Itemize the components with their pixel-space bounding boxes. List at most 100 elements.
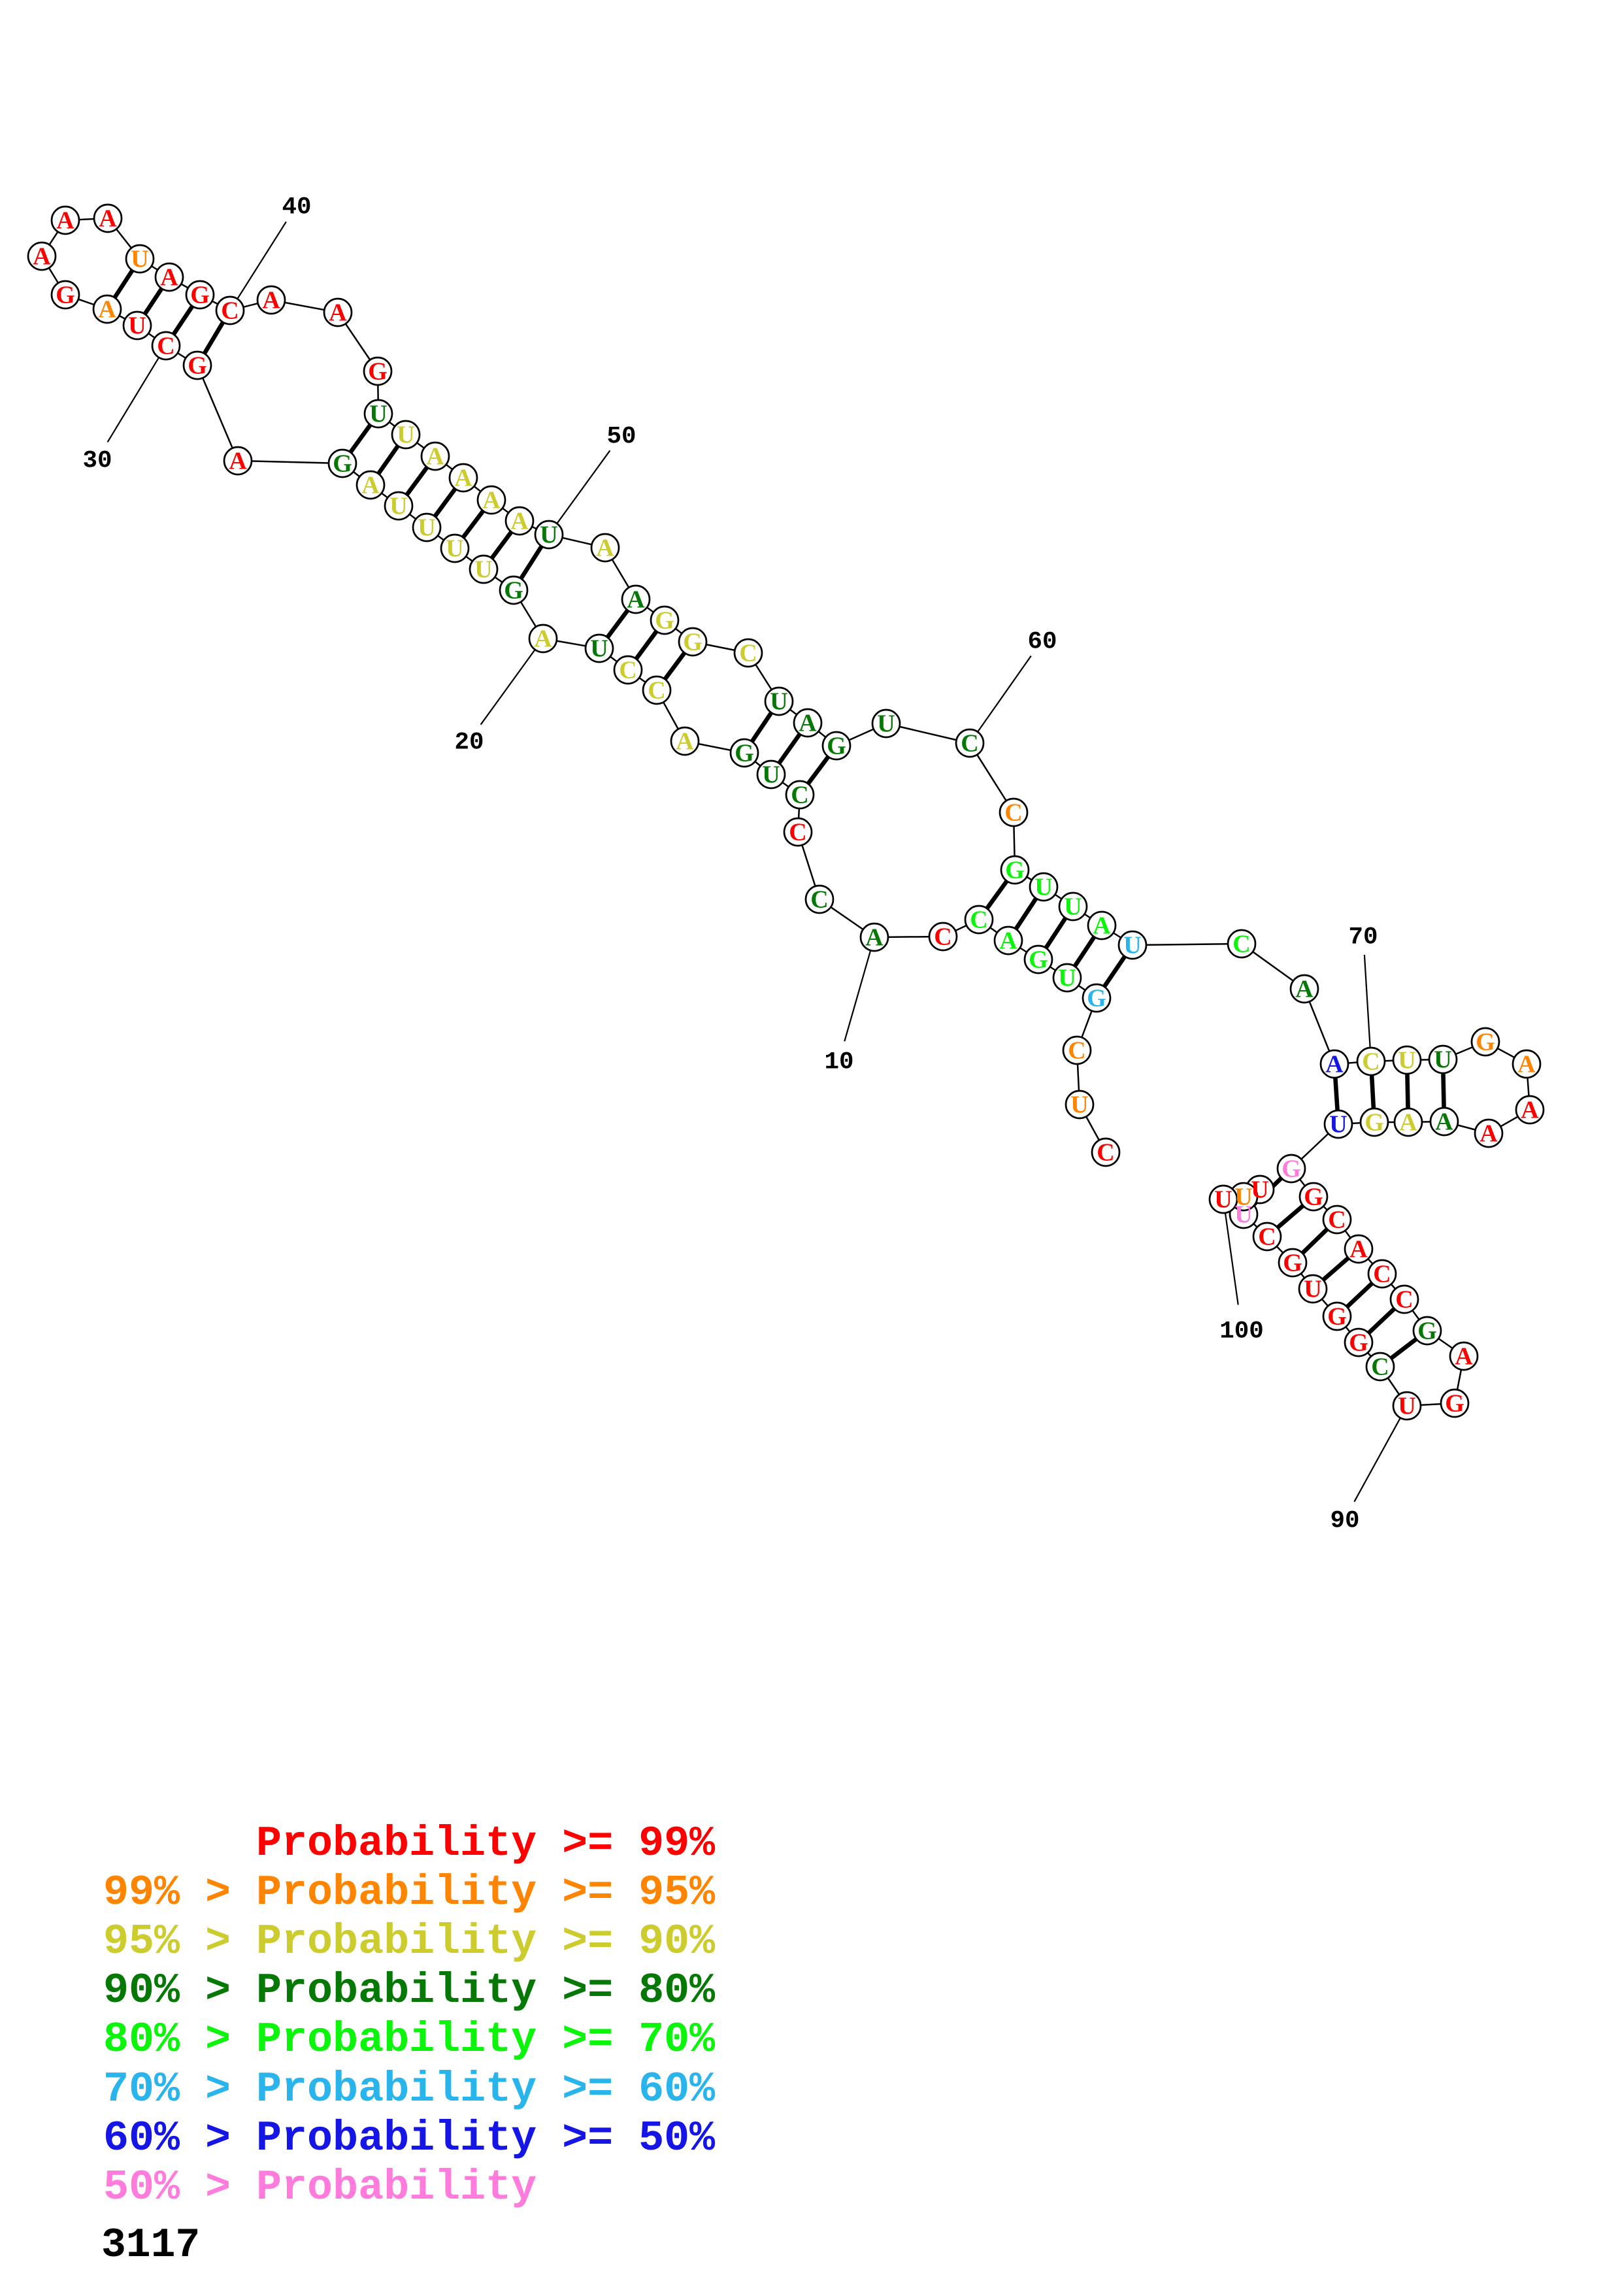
svg-text:G: G — [683, 629, 703, 656]
svg-text:C: C — [961, 730, 978, 757]
svg-text:A: A — [482, 487, 501, 514]
svg-text:50: 50 — [606, 423, 636, 450]
svg-text:C: C — [1395, 1286, 1413, 1314]
svg-text:C: C — [791, 782, 808, 809]
svg-text:U: U — [770, 688, 787, 716]
svg-text:U: U — [397, 422, 414, 449]
svg-text:70% > Probability >= 60%: 70% > Probability >= 60% — [103, 2065, 716, 2114]
svg-text:G: G — [1327, 1303, 1347, 1331]
svg-text:U: U — [590, 635, 608, 663]
svg-text:G: G — [368, 358, 388, 386]
svg-text:A: A — [1399, 1109, 1417, 1137]
svg-text:U: U — [128, 312, 146, 340]
svg-text:C: C — [1004, 799, 1022, 827]
svg-text:A: A — [1479, 1120, 1498, 1148]
svg-text:G: G — [1349, 1329, 1368, 1357]
svg-text:G: G — [1005, 857, 1025, 884]
svg-text:90: 90 — [1330, 1507, 1359, 1535]
svg-text:U: U — [389, 493, 407, 520]
svg-text:A: A — [1521, 1097, 1539, 1124]
svg-text:Probability >= 99%: Probability >= 99% — [256, 1820, 716, 1868]
svg-text:U: U — [1304, 1276, 1321, 1303]
svg-text:C: C — [157, 333, 174, 360]
svg-text:A: A — [454, 465, 472, 492]
svg-text:60: 60 — [1027, 628, 1057, 656]
svg-text:A: A — [33, 243, 51, 271]
svg-text:G: G — [1364, 1109, 1384, 1137]
svg-text:A: A — [999, 927, 1017, 955]
svg-text:U: U — [1123, 932, 1141, 959]
svg-text:20: 20 — [454, 729, 484, 756]
svg-text:A: A — [56, 207, 74, 235]
svg-text:U: U — [1214, 1186, 1232, 1214]
svg-text:99% > Probability >= 95%: 99% > Probability >= 95% — [103, 1869, 716, 1917]
svg-text:C: C — [1373, 1261, 1391, 1288]
svg-text:G: G — [56, 282, 75, 309]
svg-text:U: U — [1070, 1091, 1088, 1119]
svg-text:U: U — [1234, 1201, 1252, 1229]
svg-text:A: A — [1349, 1236, 1368, 1263]
svg-text:G: G — [504, 577, 523, 605]
svg-text:A: A — [229, 448, 247, 475]
svg-text:G: G — [1029, 946, 1048, 974]
svg-text:C: C — [648, 677, 665, 705]
svg-text:C: C — [1328, 1206, 1346, 1234]
svg-text:A: A — [361, 472, 380, 499]
svg-text:C: C — [970, 907, 987, 934]
svg-text:60% > Probability >= 50%: 60% > Probability >= 50% — [103, 2114, 716, 2163]
svg-text:A: A — [1435, 1108, 1453, 1136]
svg-text:U: U — [1034, 874, 1052, 901]
svg-text:U: U — [1251, 1176, 1268, 1204]
svg-text:A: A — [98, 296, 116, 324]
svg-text:A: A — [1455, 1343, 1473, 1371]
svg-text:U: U — [540, 522, 557, 549]
svg-text:G: G — [655, 607, 674, 635]
svg-text:50% > Probability: 50% > Probability — [103, 2163, 537, 2212]
svg-text:A: A — [510, 508, 529, 535]
svg-text:C: C — [221, 297, 239, 325]
svg-text:U: U — [446, 535, 463, 563]
svg-text:C: C — [1068, 1037, 1085, 1065]
svg-text:70: 70 — [1348, 923, 1378, 951]
svg-text:C: C — [739, 640, 757, 667]
svg-text:A: A — [627, 586, 645, 614]
svg-text:C: C — [810, 886, 828, 914]
svg-text:100: 100 — [1219, 1318, 1264, 1345]
svg-text:U: U — [131, 246, 148, 273]
svg-text:G: G — [188, 352, 207, 380]
svg-text:A: A — [799, 710, 817, 737]
svg-text:A: A — [865, 924, 884, 952]
svg-text:G: G — [1304, 1184, 1323, 1211]
svg-text:A: A — [596, 535, 614, 562]
svg-text:A: A — [99, 205, 117, 233]
svg-text:U: U — [418, 514, 435, 542]
svg-text:G: G — [1445, 1390, 1464, 1418]
svg-text:G: G — [1281, 1156, 1301, 1183]
svg-text:A: A — [1295, 976, 1314, 1003]
svg-text:C: C — [1362, 1048, 1380, 1076]
svg-text:G: G — [333, 450, 352, 478]
svg-text:U: U — [1064, 893, 1082, 921]
svg-text:U: U — [474, 556, 492, 584]
svg-text:G: G — [1476, 1029, 1495, 1056]
svg-text:A: A — [426, 443, 444, 471]
svg-text:G: G — [827, 733, 846, 760]
svg-text:U: U — [1058, 965, 1076, 992]
svg-text:C: C — [934, 923, 951, 951]
svg-text:30: 30 — [82, 447, 112, 474]
svg-text:U: U — [1329, 1111, 1347, 1139]
svg-text:3117: 3117 — [101, 2222, 200, 2269]
svg-text:95% > Probability >= 90%: 95% > Probability >= 90% — [103, 1918, 716, 1966]
svg-text:40: 40 — [282, 193, 311, 221]
svg-text:U: U — [369, 401, 387, 428]
svg-text:G: G — [735, 740, 754, 767]
svg-text:A: A — [160, 264, 178, 291]
svg-text:C: C — [1232, 931, 1250, 958]
svg-text:U: U — [1398, 1047, 1415, 1074]
svg-text:U: U — [762, 761, 780, 789]
svg-text:U: U — [1234, 1184, 1252, 1211]
svg-text:U: U — [1398, 1393, 1415, 1420]
svg-text:10: 10 — [824, 1048, 853, 1076]
svg-text:A: A — [329, 299, 347, 327]
svg-text:A: A — [1517, 1051, 1536, 1078]
